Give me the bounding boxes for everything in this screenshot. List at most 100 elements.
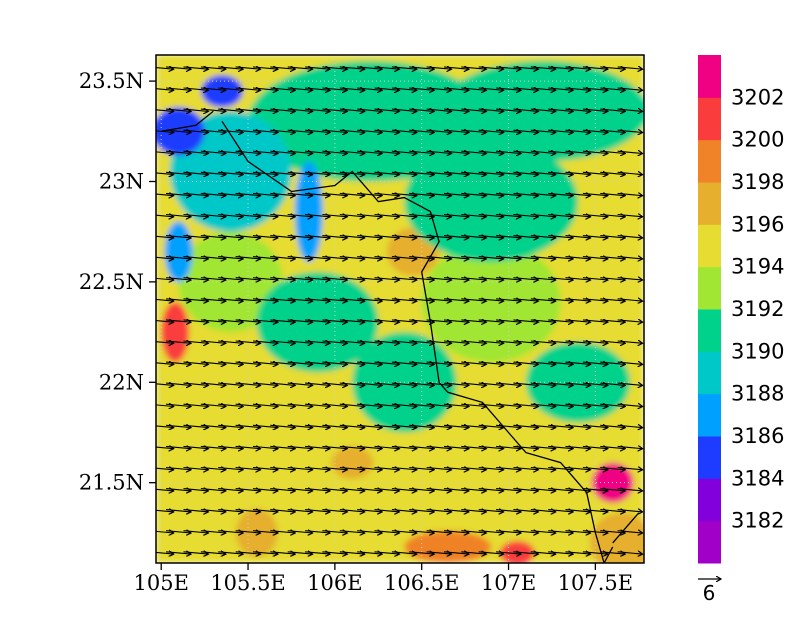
wind-vector xyxy=(374,193,400,195)
wind-vector xyxy=(357,341,382,343)
wind-vector xyxy=(461,320,486,322)
wind-vector xyxy=(166,278,191,280)
wind-vector xyxy=(565,215,591,217)
wind-vector xyxy=(617,88,643,90)
wind-vector xyxy=(478,383,504,385)
wind-vector xyxy=(287,552,313,554)
wind-vector xyxy=(252,404,278,406)
wind-vector xyxy=(357,404,382,406)
wind-vector xyxy=(391,468,417,470)
wind-vector xyxy=(461,193,486,195)
wind-vector xyxy=(600,425,625,427)
wind-vector xyxy=(548,425,573,427)
x-tick-label: 106.5E xyxy=(384,571,459,595)
wind-vector xyxy=(183,151,209,153)
wind-vector xyxy=(391,404,417,406)
wind-vector xyxy=(305,215,330,217)
colorbar-swatch xyxy=(698,436,721,479)
wind-vector xyxy=(183,489,209,491)
wind-vector xyxy=(218,278,243,280)
field-feature xyxy=(164,221,193,282)
wind-vector xyxy=(156,215,174,217)
wind-vector xyxy=(617,404,643,406)
wind-vector xyxy=(357,172,382,174)
wind-vector xyxy=(235,67,261,69)
wind-vector xyxy=(252,510,278,512)
wind-vector xyxy=(183,236,209,238)
wind-vector xyxy=(374,468,400,470)
wind-vector xyxy=(200,278,226,280)
wind-vector xyxy=(252,109,278,111)
wind-vector xyxy=(617,362,643,364)
wind-vector xyxy=(287,489,313,491)
wind-vector xyxy=(200,109,226,111)
wind-vector xyxy=(218,299,243,301)
wind-vector xyxy=(218,531,243,533)
wind-vector xyxy=(391,130,417,132)
wind-vector xyxy=(409,362,434,364)
wind-vector xyxy=(305,425,330,427)
wind-vector xyxy=(270,299,295,301)
wind-vector xyxy=(235,215,261,217)
wind-vector xyxy=(166,172,191,174)
wind-vector xyxy=(374,489,400,491)
wind-vector xyxy=(496,109,521,111)
wind-vector xyxy=(409,215,434,217)
wind-vector xyxy=(478,531,504,533)
wind-vector xyxy=(270,425,295,427)
wind-vector xyxy=(461,362,486,364)
wind-vector xyxy=(200,404,226,406)
plot-area xyxy=(155,54,645,564)
wind-vector xyxy=(218,67,243,69)
wind-vector xyxy=(357,67,382,69)
contour-field xyxy=(156,55,644,563)
wind-vector xyxy=(156,489,174,491)
wind-vector xyxy=(409,67,434,69)
wind-vector xyxy=(496,130,521,132)
wind-vector xyxy=(357,278,382,280)
wind-vector xyxy=(426,67,452,69)
wind-vector xyxy=(391,531,417,533)
wind-vector xyxy=(426,299,452,301)
wind-vector xyxy=(409,172,434,174)
wind-vector xyxy=(166,446,191,448)
wind-vector xyxy=(496,193,521,195)
wind-vector xyxy=(409,130,434,132)
wind-vector xyxy=(443,109,469,111)
wind-vector xyxy=(461,425,486,427)
wind-vector xyxy=(409,88,434,90)
wind-vector xyxy=(461,383,486,385)
wind-vector xyxy=(235,468,261,470)
wind-vector xyxy=(235,425,261,427)
wind-vectors xyxy=(156,67,643,554)
wind-vector xyxy=(305,531,330,533)
wind-vector xyxy=(617,67,643,69)
wind-vector xyxy=(156,425,174,427)
wind-vector xyxy=(252,257,278,259)
wind-vector xyxy=(252,341,278,343)
wind-vector xyxy=(443,552,469,554)
wind-vector xyxy=(235,88,261,90)
wind-vector xyxy=(339,468,365,470)
wind-vector xyxy=(183,531,209,533)
wind-vector xyxy=(183,278,209,280)
wind-vector xyxy=(374,278,400,280)
wind-vector xyxy=(183,88,209,90)
wind-vector xyxy=(617,278,643,280)
wind-vector xyxy=(426,383,452,385)
wind-vector xyxy=(582,67,608,69)
wind-vector xyxy=(339,236,365,238)
wind-vector xyxy=(530,130,556,132)
wind-vector xyxy=(200,88,226,90)
wind-vector xyxy=(156,320,174,322)
wind-vector xyxy=(200,320,226,322)
wind-vector xyxy=(339,362,365,364)
wind-vector xyxy=(548,446,573,448)
wind-vector xyxy=(582,425,608,427)
wind-vector xyxy=(252,88,278,90)
wind-vector xyxy=(478,278,504,280)
wind-vector xyxy=(287,531,313,533)
wind-vector xyxy=(287,236,313,238)
wind-vector xyxy=(600,130,625,132)
wind-vector xyxy=(582,383,608,385)
